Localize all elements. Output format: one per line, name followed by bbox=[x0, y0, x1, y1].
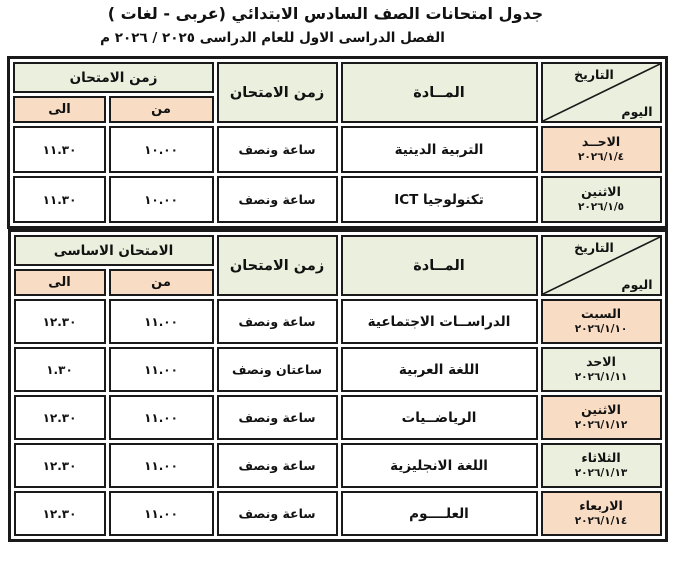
to-time-cell: ١٢.٣٠ bbox=[13, 299, 106, 344]
corner-day-label: اليوم bbox=[621, 104, 653, 119]
header-time-group: الامتحان الاساسى bbox=[13, 235, 214, 266]
subject-cell: اللغة العربية bbox=[340, 347, 538, 392]
corner-cell: التاريخ اليوم bbox=[540, 235, 662, 296]
duration-cell: ساعة ونصف bbox=[216, 395, 338, 440]
from-time-cell: ١٠.٠٠ bbox=[108, 176, 214, 223]
header-subject: المــادة bbox=[340, 235, 538, 296]
duration-cell: ساعة ونصف bbox=[216, 299, 338, 344]
day-date: ٢٠٢٦/١/١٣ bbox=[574, 467, 628, 480]
table-row: الاثنين ٢٠٢٦/١/٥ تكنولوجيا ICT ساعة ونصف… bbox=[13, 176, 662, 223]
subject-cell: التربية الدينية bbox=[340, 126, 538, 173]
header-from: من bbox=[108, 96, 214, 123]
corner-cell: التاريخ اليوم bbox=[540, 62, 662, 123]
day-name: السبت bbox=[580, 306, 622, 322]
day-date: ٢٠٢٦/١/١٤ bbox=[574, 515, 628, 528]
day-cell: الاحد ٢٠٢٦/١/١١ bbox=[540, 347, 662, 392]
day-date: ٢٠٢٦/١/٥ bbox=[577, 201, 625, 214]
day-name: الاحد bbox=[586, 354, 616, 370]
corner-day-label: اليوم bbox=[621, 277, 653, 292]
day-name: الاربعاء bbox=[579, 498, 623, 514]
table-row: الاحــد ٢٠٢٦/١/٤ التربية الدينية ساعة ون… bbox=[13, 126, 662, 173]
to-time-cell: ١.٣٠ bbox=[13, 347, 106, 392]
header-duration: زمن الامتحان bbox=[216, 235, 338, 296]
day-name: الاحــد bbox=[581, 134, 621, 150]
day-date: ٢٠٢٦/١/١١ bbox=[574, 371, 628, 384]
to-time-cell: ١٢.٣٠ bbox=[13, 395, 106, 440]
header-from: من bbox=[108, 269, 214, 296]
day-date: ٢٠٢٦/١/١٢ bbox=[574, 419, 628, 432]
day-name: الاثنين bbox=[581, 184, 621, 200]
to-time-cell: ١١.٣٠ bbox=[13, 126, 106, 173]
from-time-cell: ١١.٠٠ bbox=[108, 443, 214, 488]
subject-cell: العلــــوم bbox=[340, 491, 538, 536]
duration-cell: ساعة ونصف bbox=[216, 126, 338, 173]
header-time-group: زمن الامتحان bbox=[13, 62, 214, 93]
subject-cell: تكنولوجيا ICT bbox=[340, 176, 538, 223]
day-cell: الاحــد ٢٠٢٦/١/٤ bbox=[540, 126, 662, 173]
from-time-cell: ١١.٠٠ bbox=[108, 491, 214, 536]
header-subject: المــادة bbox=[340, 62, 538, 123]
duration-cell: ساعة ونصف bbox=[216, 491, 338, 536]
exam-table-week1: التاريخ اليوم المــادة زمن الامتحان زمن … bbox=[7, 56, 668, 229]
day-date: ٢٠٢٦/١/٤ bbox=[577, 151, 625, 164]
day-name: الاثنين bbox=[581, 402, 621, 418]
duration-cell: ساعة ونصف bbox=[216, 443, 338, 488]
day-cell: الاثنين ٢٠٢٦/١/٥ bbox=[540, 176, 662, 223]
from-time-cell: ١٠.٠٠ bbox=[108, 126, 214, 173]
header-to: الى bbox=[13, 96, 106, 123]
table-row: الاثنين ٢٠٢٦/١/١٢ الرياضــيات ساعة ونصف … bbox=[13, 395, 662, 440]
duration-cell: ساعة ونصف bbox=[216, 176, 338, 223]
day-cell: الاثنين ٢٠٢٦/١/١٢ bbox=[540, 395, 662, 440]
diagonal-line-icon bbox=[543, 64, 660, 121]
page-title: جدول امتحانات الصف السادس الابتدائي (عرب… bbox=[107, 4, 544, 23]
to-time-cell: ١٢.٣٠ bbox=[13, 443, 106, 488]
day-date: ٢٠٢٦/١/١٠ bbox=[574, 323, 628, 336]
table-row: الاربعاء ٢٠٢٦/١/١٤ العلــــوم ساعة ونصف … bbox=[13, 491, 662, 536]
day-name: الثلاثاء bbox=[581, 450, 621, 466]
day-cell: الاربعاء ٢٠٢٦/١/١٤ bbox=[540, 491, 662, 536]
day-cell: السبت ٢٠٢٦/١/١٠ bbox=[540, 299, 662, 344]
from-time-cell: ١١.٠٠ bbox=[108, 347, 214, 392]
to-time-cell: ١٢.٣٠ bbox=[13, 491, 106, 536]
to-time-cell: ١١.٣٠ bbox=[13, 176, 106, 223]
header-duration: زمن الامتحان bbox=[216, 62, 338, 123]
schedule-document: جدول امتحانات الصف السادس الابتدائي (عرب… bbox=[7, 4, 668, 542]
from-time-cell: ١١.٠٠ bbox=[108, 299, 214, 344]
subject-cell: اللغة الانجليزية bbox=[340, 443, 538, 488]
table-row: السبت ٢٠٢٦/١/١٠ الدراســات الاجتماعية سا… bbox=[13, 299, 662, 344]
exam-table-week2: التاريخ اليوم المــادة زمن الامتحان الام… bbox=[7, 229, 668, 542]
subject-cell: الدراســات الاجتماعية bbox=[340, 299, 538, 344]
subject-cell: الرياضــيات bbox=[340, 395, 538, 440]
corner-date-label: التاريخ bbox=[574, 67, 614, 82]
page-subtitle: الفصل الدراسى الاول للعام الدراسى ٢٠٢٥ /… bbox=[100, 30, 445, 46]
from-time-cell: ١١.٠٠ bbox=[108, 395, 214, 440]
header-to: الى bbox=[13, 269, 106, 296]
table-row: الاحد ٢٠٢٦/١/١١ اللغة العربية ساعتان ونص… bbox=[13, 347, 662, 392]
day-cell: الثلاثاء ٢٠٢٦/١/١٣ bbox=[540, 443, 662, 488]
duration-cell: ساعتان ونصف bbox=[216, 347, 338, 392]
diagonal-line-icon bbox=[543, 237, 660, 294]
corner-date-label: التاريخ bbox=[574, 240, 614, 255]
table-row: الثلاثاء ٢٠٢٦/١/١٣ اللغة الانجليزية ساعة… bbox=[13, 443, 662, 488]
